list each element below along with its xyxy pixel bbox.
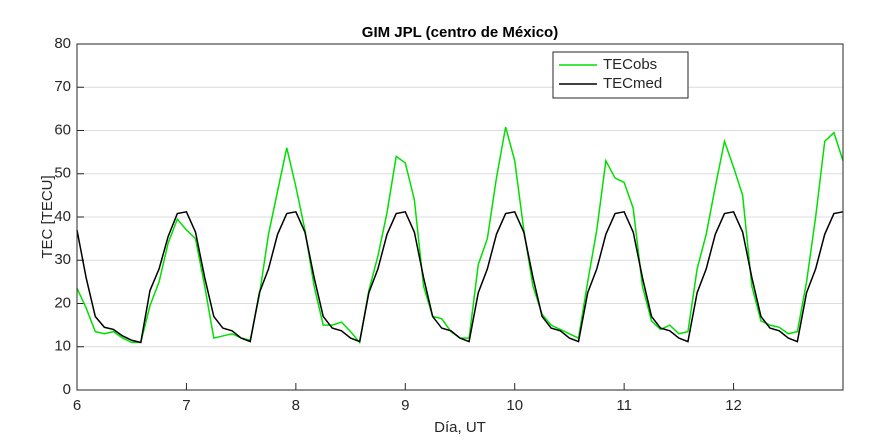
chart-title: GIM JPL (centro de México) (362, 24, 558, 41)
x-tick-label: 10 (506, 397, 523, 414)
x-tick-label: 11 (616, 397, 632, 414)
y-tick-label: 80 (54, 35, 71, 52)
y-tick-label: 50 (54, 165, 71, 182)
y-axis-label: TEC [TECU] (39, 175, 56, 258)
legend-label: TECobs (603, 56, 657, 73)
y-tick-label: 70 (54, 78, 71, 95)
x-tick-label: 8 (292, 397, 300, 414)
y-tick-label: 60 (54, 121, 71, 138)
y-tick-label: 0 (63, 381, 71, 398)
legend-label: TECmed (603, 75, 662, 92)
x-tick-label: 6 (73, 397, 81, 414)
x-tick-label: 7 (182, 397, 190, 414)
y-tick-label: 30 (54, 251, 71, 268)
plot-frame (76, 43, 844, 391)
x-tick-label: 12 (725, 397, 742, 414)
data-line (76, 210, 844, 344)
x-axis-label: Día, UT (434, 419, 486, 436)
y-tick-label: 10 (54, 338, 71, 355)
x-tick-label: 9 (401, 397, 409, 414)
y-tick-label: 20 (54, 294, 71, 311)
legend-box (552, 51, 689, 99)
y-tick-label: 40 (54, 208, 71, 225)
